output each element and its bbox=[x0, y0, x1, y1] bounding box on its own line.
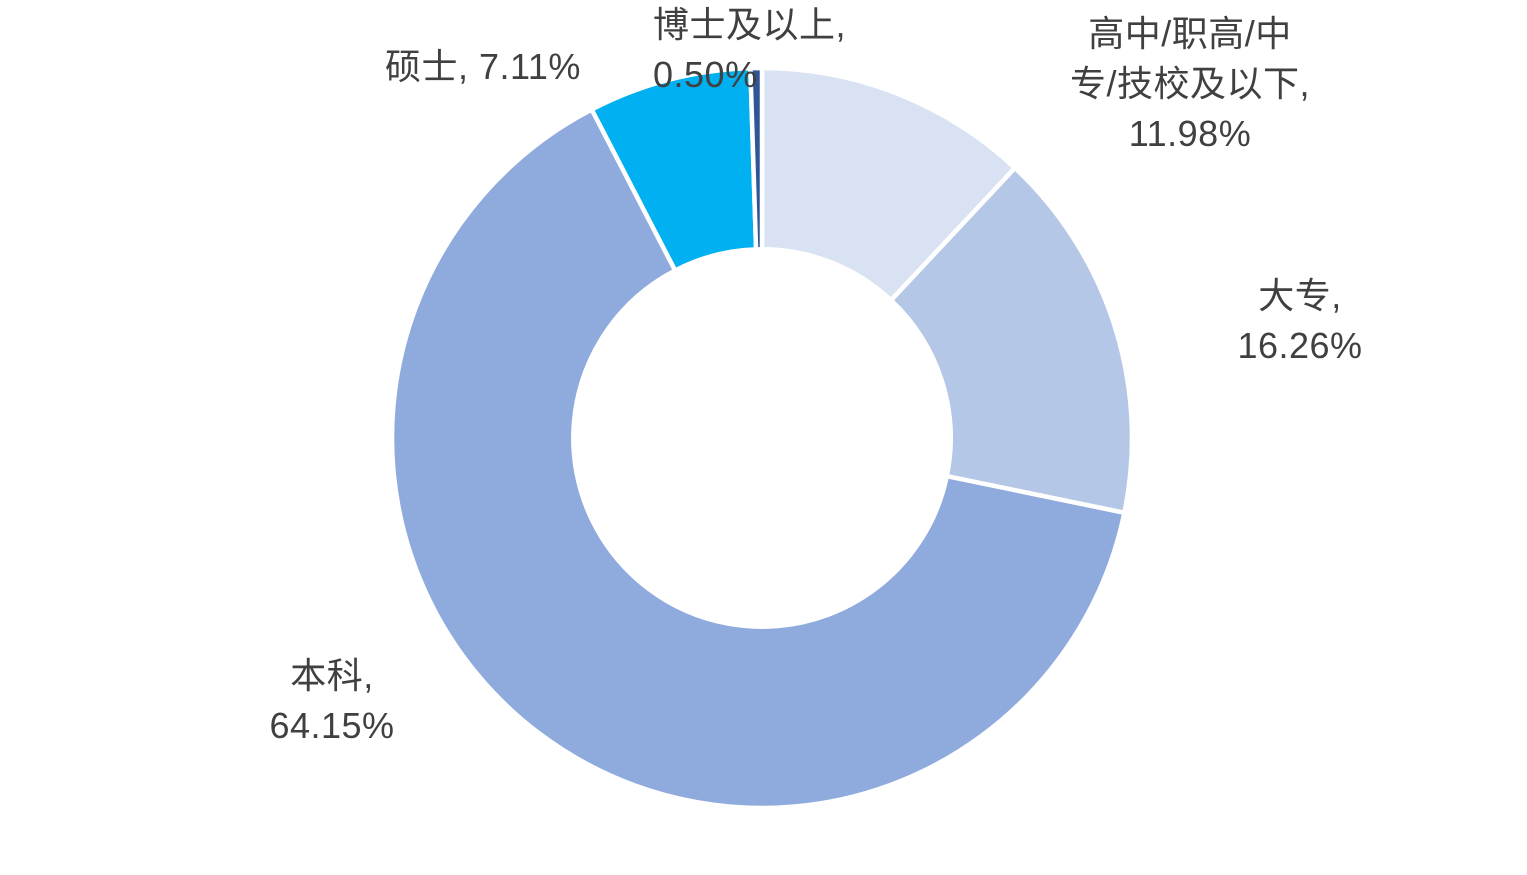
data-label-dazhuan: 大专, 16.26% bbox=[1237, 275, 1363, 366]
pie-slice-dazhuan[interactable] bbox=[887, 164, 1135, 516]
pie-slice-benke[interactable] bbox=[389, 106, 1128, 811]
pie-slice-gaozhong[interactable] bbox=[759, 65, 1019, 304]
pie-slice-boshi[interactable] bbox=[748, 65, 765, 252]
data-label-benke: 本科, 64.15% bbox=[269, 655, 395, 746]
data-label-shuoshi: 硕士, 7.11% bbox=[385, 46, 581, 87]
data-label-boshi: 博士及以上, 0.50% bbox=[653, 4, 847, 95]
data-label-gaozhong: 高中/职高/中 专/技校及以下, 11.98% bbox=[1069, 13, 1311, 154]
